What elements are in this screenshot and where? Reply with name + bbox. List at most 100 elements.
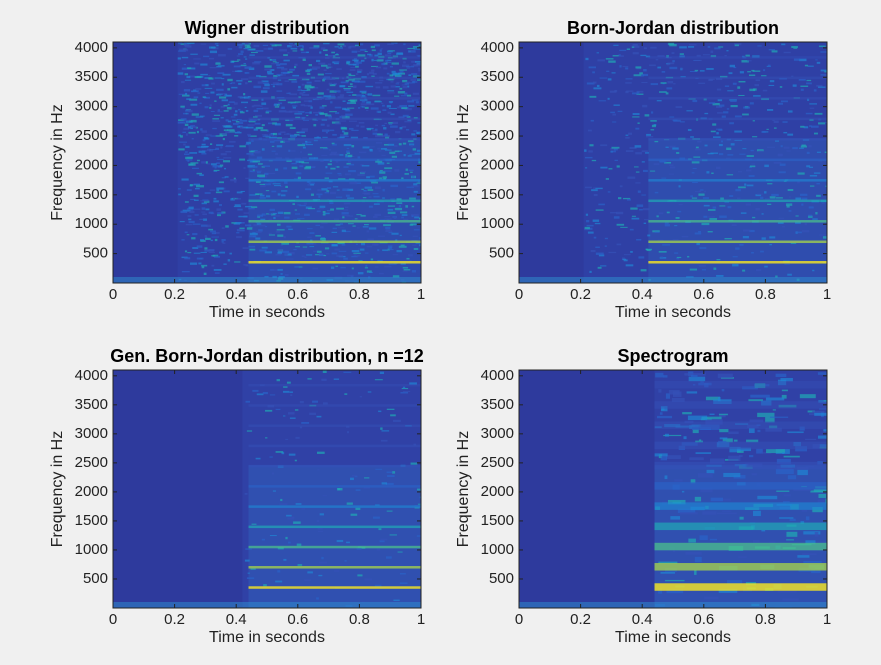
heatmap-texture	[699, 535, 708, 541]
heatmap-texture	[233, 177, 236, 180]
heatmap-texture	[215, 147, 220, 150]
heatmap-texture	[407, 47, 415, 50]
heatmap-texture	[253, 85, 262, 89]
heatmap-texture	[617, 110, 623, 113]
heatmap-texture	[201, 266, 205, 269]
heatmap-texture	[727, 90, 734, 92]
heatmap-texture	[809, 185, 815, 187]
heatmap-texture	[323, 130, 328, 132]
heatmap-texture	[343, 257, 348, 260]
heatmap-texture	[386, 59, 392, 62]
heatmap-texture	[349, 181, 358, 185]
heatmap-texture	[610, 150, 616, 153]
heatmap-texture	[804, 64, 809, 67]
heatmap-texture	[245, 82, 248, 85]
heatmap-texture	[259, 194, 265, 197]
heatmap-texture	[704, 596, 719, 600]
heatmap-texture	[262, 392, 268, 395]
heatmap-texture	[382, 197, 385, 199]
heatmap-texture	[817, 499, 825, 504]
heatmap-texture	[365, 85, 374, 88]
heatmap-texture	[192, 233, 198, 236]
heatmap-texture	[289, 93, 297, 96]
heatmap-band	[248, 117, 421, 121]
heatmap-texture	[275, 408, 281, 411]
heatmap-texture	[297, 204, 301, 206]
heatmap-texture	[350, 67, 355, 69]
heatmap-texture	[658, 389, 662, 393]
heatmap-texture	[714, 47, 721, 50]
heatmap-texture	[388, 232, 393, 234]
heatmap-texture	[630, 250, 633, 253]
heatmap-texture	[250, 568, 256, 570]
heatmap-texture	[637, 122, 640, 124]
heatmap-texture	[644, 219, 649, 221]
heatmap-texture	[626, 198, 631, 201]
axes-box	[112, 369, 422, 609]
heatmap-texture	[185, 156, 193, 160]
heatmap-texture	[738, 556, 747, 558]
heatmap-texture	[288, 251, 295, 255]
heatmap-texture	[292, 203, 295, 206]
heatmap-texture	[822, 236, 827, 239]
heatmap-texture	[719, 215, 727, 218]
heatmap-texture	[717, 112, 723, 114]
heatmap-texture	[642, 73, 649, 77]
heatmap-texture	[658, 250, 667, 253]
x-tick-label: 0.2	[164, 286, 185, 303]
heatmap-texture	[321, 222, 328, 224]
heatmap-texture	[408, 169, 414, 171]
heatmap-texture	[728, 431, 739, 435]
heatmap-texture	[600, 265, 607, 267]
heatmap-texture	[660, 456, 668, 461]
heatmap-texture	[405, 81, 411, 83]
heatmap-texture	[718, 46, 724, 48]
heatmap-texture	[635, 66, 642, 69]
heatmap-texture	[285, 185, 288, 189]
heatmap-texture	[611, 146, 620, 149]
heatmap-texture	[280, 131, 286, 134]
heatmap-texture	[285, 258, 294, 260]
heatmap-texture	[701, 222, 710, 226]
heatmap-texture	[410, 78, 417, 82]
heatmap-texture	[413, 48, 421, 50]
heatmap-texture	[303, 100, 309, 102]
heatmap-texture	[248, 120, 256, 123]
heatmap-texture	[344, 230, 351, 233]
heatmap-texture	[248, 42, 252, 45]
heatmap-texture	[818, 86, 826, 88]
heatmap-texture	[200, 128, 203, 131]
heatmap-texture	[287, 52, 290, 54]
heatmap-texture	[371, 65, 378, 68]
heatmap-texture	[682, 412, 692, 415]
heatmap-texture	[272, 76, 277, 80]
y-tick-label: 3500	[481, 396, 514, 413]
heatmap-texture	[669, 145, 676, 148]
heatmap-texture	[387, 143, 395, 146]
heatmap-texture	[370, 258, 374, 261]
y-tick-label: 3500	[75, 396, 108, 413]
heatmap-texture	[323, 254, 327, 257]
x-tick-label: 0	[515, 611, 523, 628]
heatmap-texture	[295, 246, 301, 248]
heatmap-texture	[779, 86, 783, 88]
heatmap-texture	[272, 122, 277, 125]
x-tick-label: 1	[417, 611, 425, 628]
heatmap-texture	[656, 100, 662, 102]
heatmap-texture	[276, 229, 285, 231]
heatmap-band	[248, 261, 421, 264]
heatmap-texture	[301, 128, 309, 131]
heatmap-texture	[350, 100, 356, 103]
heatmap-texture	[298, 160, 305, 163]
heatmap-texture	[692, 167, 697, 169]
heatmap-texture	[305, 141, 312, 144]
heatmap-texture	[777, 590, 797, 593]
heatmap-texture	[688, 46, 695, 48]
heatmap-texture	[315, 98, 323, 101]
heatmap-texture	[634, 145, 642, 148]
heatmap-band	[654, 542, 827, 551]
heatmap-texture	[318, 195, 321, 198]
heatmap-texture	[220, 146, 223, 149]
heatmap-texture	[663, 375, 668, 378]
heatmap-texture	[644, 114, 650, 117]
